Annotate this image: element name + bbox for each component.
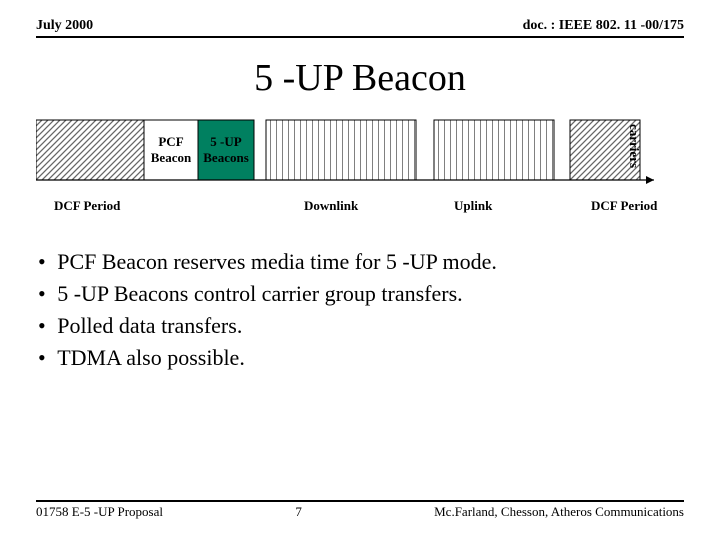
footer-proposal-id: 01758 E-5 -UP Proposal [36, 504, 163, 520]
header-date: July 2000 [36, 18, 93, 34]
downlink-label: Downlink [304, 198, 358, 214]
dcf-period-right: DCF Period [591, 198, 657, 214]
header: July 2000 doc. : IEEE 802. 11 -00/175 [0, 0, 720, 34]
fiveup-line2: Beacons [203, 150, 249, 165]
list-item: Polled data transfers. [56, 310, 684, 342]
uplink-label: Uplink [454, 198, 492, 214]
pcf-beacon-line1: PCF [158, 134, 183, 149]
footer-authors: Mc.Farland, Chesson, Atheros Communicati… [434, 504, 684, 520]
header-rule [36, 36, 684, 38]
diagram-svg: PCF Beacon 5 -UP Beacons [36, 114, 684, 196]
list-item: PCF Beacon reserves media time for 5 -UP… [56, 246, 684, 278]
period-labels: DCF Period Downlink Uplink DCF Period [36, 198, 684, 218]
footer-rule [36, 500, 684, 502]
timing-diagram: PCF Beacon 5 -UP Beacons carriers [36, 114, 684, 196]
pcf-beacon-line2: Beacon [151, 150, 192, 165]
dcf-period-left: DCF Period [54, 198, 120, 214]
footer: 01758 E-5 -UP Proposal 7 Mc.Farland, Che… [36, 500, 684, 520]
header-doc-id: doc. : IEEE 802. 11 -00/175 [523, 18, 684, 34]
fiveup-line1: 5 -UP [210, 134, 241, 149]
page-title: 5 -UP Beacon [0, 56, 720, 100]
list-item: 5 -UP Beacons control carrier group tran… [56, 278, 684, 310]
bullet-list: PCF Beacon reserves media time for 5 -UP… [56, 246, 684, 374]
list-item: TDMA also possible. [56, 342, 684, 374]
footer-page-number: 7 [295, 504, 302, 520]
carriers-label: carriers [626, 124, 642, 168]
